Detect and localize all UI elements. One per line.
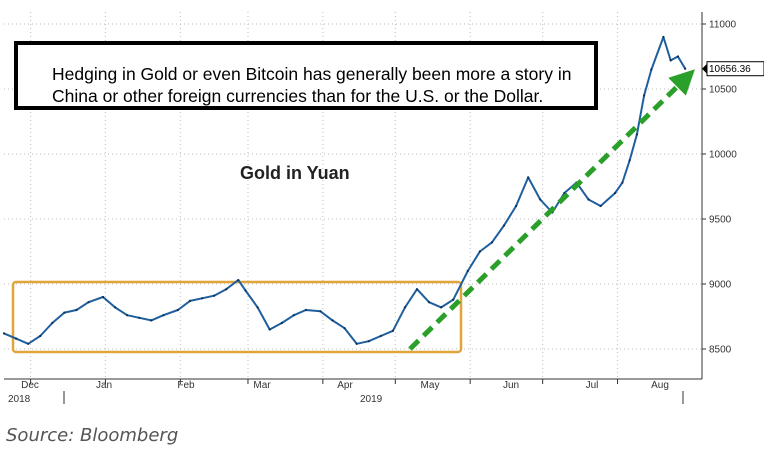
data-point	[188, 299, 192, 302]
data-point	[628, 159, 631, 162]
data-point	[75, 308, 78, 312]
trend-arrow	[408, 69, 695, 351]
data-point	[669, 59, 672, 62]
callout-text: Hedging in Gold or even Bitcoin has gene…	[52, 64, 572, 106]
x-tick-label: Jan	[96, 380, 112, 391]
data-point	[280, 321, 283, 325]
x-tick-label: Apr	[337, 380, 353, 391]
data-point	[114, 306, 117, 309]
x-tick-label: Feb	[177, 380, 195, 391]
data-point	[415, 288, 419, 291]
data-point	[27, 342, 30, 345]
data-point	[304, 308, 308, 312]
data-point	[490, 241, 494, 244]
data-point	[440, 306, 443, 309]
data-point	[502, 224, 506, 227]
data-point	[621, 181, 624, 184]
x-year-label: 2019	[360, 394, 383, 405]
y-tick-label: 10500	[709, 85, 737, 96]
tick-labels: 8500 9000 9500 10000 10500 11000 Dec 2018 Jan Feb…	[8, 20, 764, 405]
range-box	[11, 280, 463, 354]
data-point	[391, 329, 394, 332]
data-point	[319, 310, 322, 313]
data-point	[256, 306, 259, 309]
data-point	[355, 342, 358, 345]
data-point	[237, 279, 240, 282]
trend-arrow-group	[408, 69, 695, 351]
data-point	[63, 311, 66, 314]
data-point	[138, 316, 141, 319]
x-tick-label: Mar	[253, 380, 271, 391]
chart-title: Gold in Yuan	[240, 163, 350, 183]
data-point	[514, 204, 518, 208]
y-tick-label: 9000	[709, 280, 732, 291]
y-tick-label: 10000	[709, 150, 737, 161]
x-tick-label: Aug	[651, 380, 669, 391]
data-point	[478, 250, 481, 253]
source-label: Source: Bloomberg	[6, 425, 179, 446]
data-point	[2, 332, 6, 335]
data-point	[539, 198, 542, 201]
x-year-label: 2018	[8, 394, 31, 405]
data-point	[527, 176, 530, 179]
data-point	[213, 294, 216, 297]
x-tick-label: Jun	[503, 380, 519, 391]
data-point	[331, 319, 334, 322]
data-point	[292, 314, 295, 317]
y-tick-label: 8500	[709, 345, 732, 356]
data-point	[367, 340, 370, 343]
data-point	[428, 301, 431, 304]
last-value-label: 10656.36	[709, 64, 751, 75]
data-point	[599, 204, 602, 208]
data-point	[176, 308, 180, 312]
data-point	[684, 67, 687, 70]
data-point	[614, 191, 617, 195]
data-point	[87, 301, 90, 304]
data-point	[268, 328, 271, 331]
y-tick-label: 9500	[709, 215, 732, 226]
data-point	[403, 306, 407, 309]
data-point	[635, 133, 638, 136]
data-point	[662, 35, 665, 39]
data-point	[650, 68, 653, 71]
data-point	[244, 289, 247, 292]
axes	[4, 12, 706, 404]
x-tick-label: May	[421, 380, 440, 391]
data-point	[200, 297, 204, 300]
data-point	[379, 334, 382, 338]
data-point	[162, 314, 165, 317]
data-point	[51, 321, 54, 325]
series-line	[3, 36, 687, 345]
data-point	[126, 314, 129, 317]
data-point	[643, 94, 646, 97]
data-point	[150, 319, 153, 322]
data-point	[225, 288, 228, 291]
data-point	[14, 337, 18, 340]
data-point	[101, 295, 105, 299]
callout-box: Hedging in Gold or even Bitcoin has gene…	[14, 41, 598, 110]
x-tick-label: Dec	[21, 380, 39, 391]
data-point	[39, 334, 42, 338]
data-point	[343, 327, 346, 330]
data-point	[587, 198, 590, 201]
data-point	[676, 55, 680, 58]
data-point	[452, 298, 455, 301]
data-point	[466, 269, 469, 273]
x-tick-label: Jul	[586, 380, 599, 391]
y-tick-label: 11000	[709, 20, 737, 31]
last-value-pointer	[702, 63, 707, 74]
range-box-rect	[11, 280, 463, 354]
price-line-group	[2, 35, 687, 345]
